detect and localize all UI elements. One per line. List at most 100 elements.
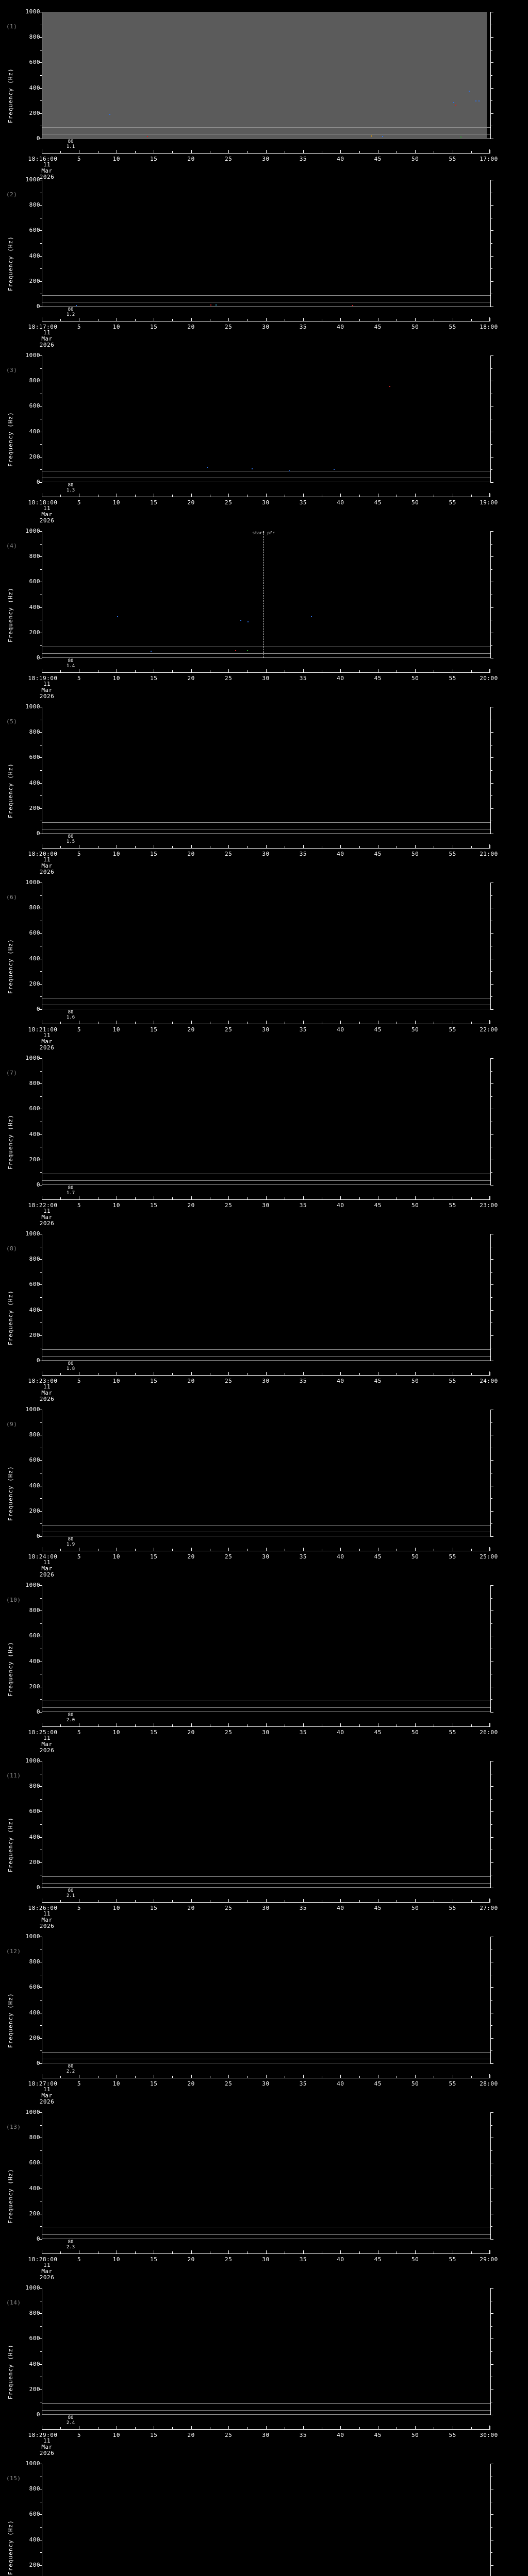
x-tick-label: 55 — [449, 675, 456, 682]
plot-area: 0 200 400 600 800 1000 — [26, 9, 493, 141]
x-tick-minor — [359, 151, 360, 153]
y-tick — [39, 783, 42, 784]
y-tick-label: 200 — [29, 2210, 40, 2217]
x-tick-minor — [60, 670, 61, 672]
y-tick-label: 800 — [29, 33, 40, 40]
x-tick-label: 15 — [150, 2432, 158, 2438]
y-tick-label: 1000 — [25, 352, 40, 359]
x-tick-label: 5 — [77, 1729, 81, 1736]
x-tick-label: 5 — [77, 1202, 81, 1209]
x-tick — [415, 2250, 416, 2254]
x-tick — [191, 1021, 192, 1024]
y-tick-label: 1000 — [25, 8, 40, 15]
reference-line — [42, 1525, 490, 1526]
x-tick — [303, 669, 304, 673]
x-tick-label: 20 — [187, 2432, 195, 2438]
y-tick — [39, 2288, 42, 2289]
x-tick-label: 35 — [299, 1026, 307, 1033]
date-stack: 11 Mar 2026 — [39, 1383, 55, 1402]
panel-annotation: 80 2.2 — [66, 2064, 75, 2074]
spectrogram-panel: 0 200 400 600 800 1000 Frequency (Hz) (13) 80 2.… — [0, 2090, 528, 2281]
x-tick-label: 10 — [112, 1026, 120, 1033]
x-end-label: 17:00 — [480, 156, 498, 162]
y-axis-title: Frequency (Hz) — [7, 68, 14, 123]
y-tick-minor — [490, 996, 492, 997]
y-tick — [39, 482, 42, 483]
y-tick-label: 200 — [29, 1859, 40, 1866]
x-tick-label: 55 — [449, 1202, 456, 1209]
y-tick — [490, 1837, 493, 1838]
x-tick — [228, 845, 229, 849]
x-tick — [228, 1548, 229, 1551]
y-tick — [490, 1511, 493, 1512]
y-tick — [490, 732, 493, 733]
x-start-label: 18:18:00 — [28, 499, 58, 506]
x-axis-line — [42, 2429, 490, 2430]
y-tick-label: 1000 — [25, 1230, 40, 1237]
no-data-region — [42, 12, 487, 139]
y-tick-minor — [490, 1523, 492, 1524]
x-tick — [191, 2250, 192, 2254]
x-tick-label: 55 — [449, 1378, 456, 1384]
y-tick — [490, 531, 493, 532]
x-tick-label: 40 — [337, 1553, 344, 1560]
panel-number: (6) — [6, 894, 18, 901]
x-tick-label: 15 — [150, 2080, 158, 2087]
x-tick — [191, 150, 192, 154]
x-axis-line — [42, 1902, 490, 1903]
x-tick-label: 45 — [374, 851, 382, 857]
y-tick-label: 800 — [29, 1607, 40, 1614]
panel-annotation: 80 1.6 — [66, 1010, 75, 1020]
reference-line — [42, 1707, 490, 1708]
x-tick — [415, 494, 416, 497]
y-tick-label: 0 — [36, 2411, 40, 2418]
y-axis-title: Frequency (Hz) — [7, 763, 14, 818]
x-tick-label: 45 — [374, 156, 382, 162]
x-tick-label: 45 — [374, 2256, 382, 2263]
x-tick-label: 35 — [299, 156, 307, 162]
panel-number: (15) — [6, 2475, 21, 2482]
y-axis-title: Frequency (Hz) — [7, 1817, 14, 1872]
plot-area: start_pfr 0 200 400 600 800 1000 — [26, 528, 493, 660]
x-tick-minor — [172, 151, 173, 153]
spectral-detection — [235, 650, 236, 651]
x-tick-label: 30 — [262, 1553, 270, 1560]
y-tick-label: 600 — [29, 578, 40, 585]
y-tick — [39, 355, 42, 356]
y-tick-minor — [40, 2552, 42, 2553]
y-tick-label: 600 — [29, 1984, 40, 1990]
x-tick-label: 55 — [449, 851, 456, 857]
y-tick — [490, 2565, 493, 2566]
x-tick — [228, 2250, 229, 2254]
y-tick — [39, 984, 42, 985]
y-tick-label: 200 — [29, 2386, 40, 2393]
x-tick-label: 30 — [262, 2432, 270, 2438]
y-tick — [39, 281, 42, 282]
plot-area: 0 200 400 600 800 1000 — [26, 2285, 493, 2417]
x-end-label: 20:00 — [480, 675, 498, 682]
y-tick-label: 0 — [36, 1181, 40, 1188]
x-tick — [228, 150, 229, 154]
x-tick-minor — [471, 1549, 472, 1551]
x-tick-minor — [359, 2251, 360, 2253]
x-tick — [340, 318, 341, 321]
x-tick — [266, 669, 267, 673]
y-tick-label: 200 — [29, 1683, 40, 1690]
y-tick-label: 0 — [36, 1006, 40, 1012]
x-tick-label: 50 — [411, 1553, 419, 1560]
x-tick-minor — [359, 2427, 360, 2429]
reference-line — [42, 2052, 490, 2053]
y-tick-label: 400 — [29, 2536, 40, 2543]
y-tick — [39, 808, 42, 809]
x-end-label: 24:00 — [480, 1378, 498, 1384]
x-tick-label: 15 — [150, 1905, 158, 1911]
y-tick — [490, 1585, 493, 1586]
x-axis-cap — [489, 2250, 490, 2254]
panel-annotation: 80 1.1 — [66, 139, 75, 149]
y-tick-minor — [490, 100, 492, 101]
y-tick-label: 400 — [29, 1131, 40, 1138]
x-tick — [266, 494, 267, 497]
x-axis-cap — [489, 149, 490, 154]
x-tick-label: 15 — [150, 1729, 158, 1736]
